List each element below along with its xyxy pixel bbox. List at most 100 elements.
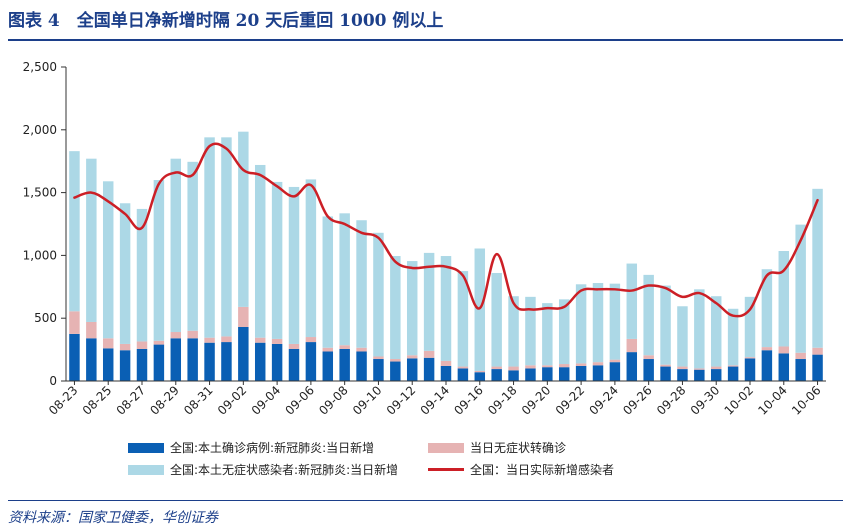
bar-asymptomatic: [609, 283, 621, 360]
bar-asymptomatic-to-confirmed: [254, 337, 266, 343]
bar-asymptomatic: [626, 263, 638, 339]
bar-confirmed: [744, 358, 756, 381]
bar-confirmed: [322, 351, 334, 381]
y-tick-label: 1,500: [23, 186, 57, 200]
bar-asymptomatic-to-confirmed: [423, 350, 435, 358]
x-tick-label: 08-29: [147, 383, 182, 418]
bar-asymptomatic: [525, 296, 536, 366]
bar-asymptomatic-to-confirmed: [474, 370, 486, 373]
bar-asymptomatic-to-confirmed: [390, 359, 401, 362]
bar-asymptomatic: [542, 303, 553, 366]
x-tick-label: 09-20: [519, 383, 554, 418]
bar-asymptomatic: [271, 181, 283, 339]
bar-confirmed: [457, 368, 469, 381]
x-tick-label: 10-02: [722, 383, 757, 418]
net-new-infections-line: [73, 142, 819, 318]
bar-confirmed: [592, 365, 604, 381]
bar-asymptomatic: [643, 274, 654, 356]
x-tick-label: 09-14: [418, 383, 453, 418]
bar-asymptomatic: [474, 248, 486, 371]
bar-asymptomatic-to-confirmed: [525, 365, 536, 369]
x-tick-label: 08-23: [46, 383, 81, 418]
bar-confirmed: [288, 348, 300, 381]
bar-confirmed: [254, 342, 266, 381]
x-tick-label: 09-28: [654, 383, 689, 418]
bar-asymptomatic-to-confirmed: [187, 330, 198, 339]
bar-confirmed: [440, 365, 452, 381]
bar-asymptomatic-to-confirmed: [406, 355, 418, 359]
x-tick-label: 09-12: [384, 383, 419, 418]
chart: 0 500 1,000 1,500 2,000 2,500 08-23 08-25 08-27…: [23, 60, 826, 418]
bar-asymptomatic-to-confirmed: [136, 341, 148, 349]
bar-asymptomatic: [339, 213, 350, 346]
legend-label-asymptomatic-to-confirmed: 当日无症状转确诊: [470, 441, 567, 455]
bar-asymptomatic: [694, 289, 705, 369]
x-tick-label: 09-24: [586, 383, 621, 418]
bar-asymptomatic-to-confirmed: [86, 321, 97, 339]
bar-asymptomatic: [221, 137, 232, 337]
bar-asymptomatic: [305, 179, 317, 338]
bar-asymptomatic-to-confirmed: [102, 338, 114, 349]
bar-asymptomatic-to-confirmed: [373, 356, 384, 360]
bar-asymptomatic: [508, 296, 519, 367]
bar-asymptomatic-to-confirmed: [575, 363, 587, 366]
bar-confirmed: [305, 342, 317, 381]
legend-label-asymptomatic: 全国:本土无症状感染者:新冠肺炎:当日新增: [170, 463, 399, 477]
x-tick-label: 09-16: [451, 383, 486, 418]
bar-asymptomatic-to-confirmed: [812, 347, 823, 355]
bar-asymptomatic-to-confirmed: [795, 352, 806, 360]
bar-asymptomatic: [254, 164, 266, 338]
bar-confirmed: [491, 369, 502, 381]
bar-asymptomatic-to-confirmed: [660, 364, 671, 367]
bar-confirmed: [119, 350, 131, 381]
bar-confirmed: [795, 359, 806, 381]
bar-confirmed: [558, 367, 570, 381]
source-rule: [8, 500, 843, 501]
y-tick-label: 0: [49, 374, 57, 388]
bar-asymptomatic-to-confirmed: [727, 365, 739, 367]
y-tick-label: 2,500: [23, 60, 57, 74]
bar-asymptomatic: [86, 158, 97, 322]
bar-confirmed: [136, 348, 148, 381]
y-tick-label: 500: [34, 311, 57, 325]
bar-series: [69, 131, 823, 381]
bar-asymptomatic-to-confirmed: [626, 338, 638, 353]
bar-asymptomatic-to-confirmed: [491, 366, 502, 370]
bar-asymptomatic: [356, 220, 367, 348]
legend-swatch-net-new: [428, 468, 464, 471]
bar-asymptomatic-to-confirmed: [170, 332, 182, 339]
bar-asymptomatic-to-confirmed: [288, 343, 300, 349]
legend-item-net-new: 全国：当日实际新增感染者: [428, 461, 614, 478]
bar-confirmed: [694, 369, 705, 381]
bar-confirmed: [508, 370, 519, 381]
bar-asymptomatic: [322, 216, 334, 348]
bar-confirmed: [575, 365, 587, 381]
bar-asymptomatic: [170, 158, 182, 333]
bar-asymptomatic: [795, 224, 806, 353]
bar-confirmed: [221, 342, 232, 381]
legend-item-confirmed: 全国:本土确诊病例:新冠肺炎:当日新增: [128, 439, 374, 456]
bar-confirmed: [170, 338, 182, 381]
source-note: 资料来源：国家卫健委，华创证券: [8, 510, 218, 526]
x-tick-label: 08-27: [114, 383, 149, 418]
x-tick-label: 09-22: [553, 383, 588, 418]
bar-asymptomatic: [457, 271, 469, 367]
bar-asymptomatic: [102, 181, 114, 339]
bar-asymptomatic-to-confirmed: [694, 368, 705, 370]
bar-asymptomatic: [778, 251, 790, 347]
bar-asymptomatic: [136, 208, 148, 342]
bar-asymptomatic-to-confirmed: [119, 343, 131, 351]
bar-asymptomatic: [153, 180, 165, 341]
bar-asymptomatic: [373, 232, 384, 357]
bar-confirmed: [204, 342, 215, 381]
legend-label-confirmed: 全国:本土确诊病例:新冠肺炎:当日新增: [170, 441, 375, 455]
bar-asymptomatic: [744, 296, 756, 358]
bar-asymptomatic: [761, 269, 773, 348]
bar-asymptomatic-to-confirmed: [457, 366, 469, 369]
bar-asymptomatic-to-confirmed: [778, 346, 790, 354]
bar-confirmed: [102, 348, 114, 381]
bar-asymptomatic-to-confirmed: [710, 366, 722, 370]
legend-item-asymptomatic: 全国:本土无症状感染者:新冠肺炎:当日新增: [128, 461, 398, 478]
bar-asymptomatic: [592, 283, 604, 363]
bar-asymptomatic-to-confirmed: [339, 345, 350, 349]
